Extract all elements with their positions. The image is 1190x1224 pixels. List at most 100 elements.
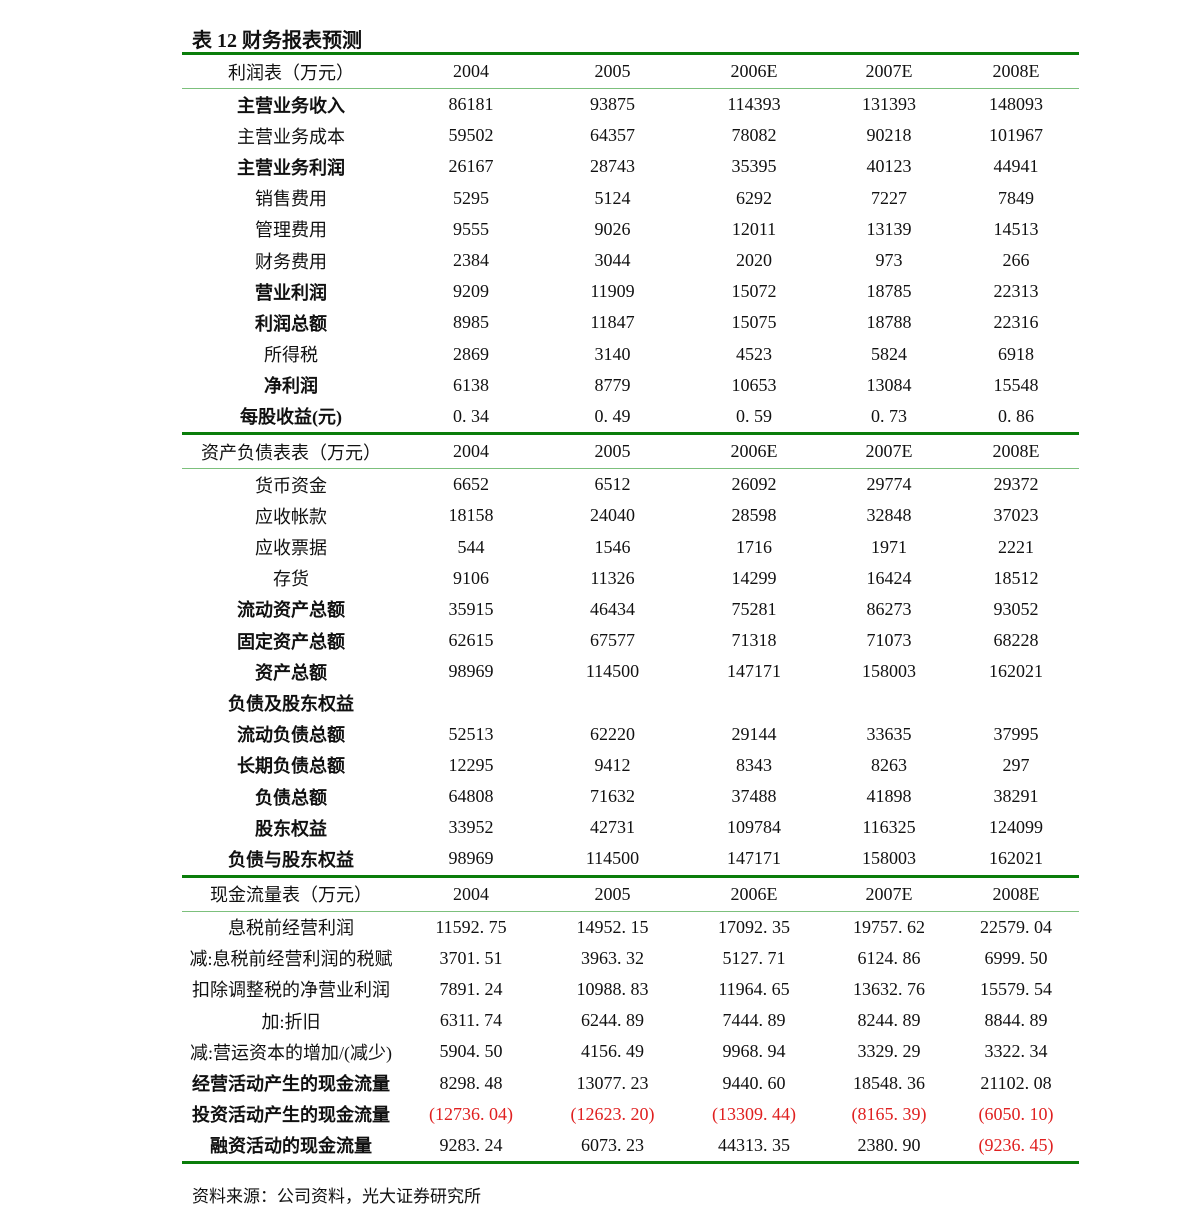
cell-value: 98969	[448, 661, 494, 682]
table-row: 股东权益 33952 42731 109784 116325 124099	[182, 812, 1079, 843]
row-label: 流动资产总额	[237, 600, 345, 621]
cell-value: 64357	[590, 125, 635, 146]
cell-value: 7227	[871, 187, 907, 208]
table-row: 负债及股东权益	[182, 687, 1079, 718]
cell-value: 8844. 89	[984, 1010, 1048, 1031]
cell-value: 12011	[731, 218, 777, 239]
column-header: 2008E	[992, 441, 1040, 462]
row-label: 融资活动的现金流量	[210, 1136, 372, 1157]
cell-value: 42731	[590, 817, 635, 838]
cell-value: 6138	[453, 374, 489, 395]
cell-value: 29774	[866, 474, 912, 495]
cell-value: 29372	[993, 474, 1039, 495]
row-label: 减:息税前经营利润的税赋	[189, 949, 393, 970]
cell-value: 2380. 90	[857, 1134, 921, 1155]
table-row: 应收帐款 18158 24040 28598 32848 37023	[182, 500, 1079, 531]
cell-value: 5127. 71	[722, 947, 786, 968]
row-label: 负债与股东权益	[228, 849, 354, 870]
cell-value: 11592. 75	[435, 916, 507, 937]
row-label: 财务费用	[255, 251, 327, 272]
cell-value: 37488	[731, 786, 777, 807]
cell-value: 78082	[731, 125, 777, 146]
cell-value: 8263	[871, 754, 907, 775]
cell-value: 2869	[453, 343, 489, 364]
row-label: 应收票据	[255, 538, 327, 559]
row-label: 销售费用	[255, 189, 327, 210]
cell-value: 6073. 23	[581, 1134, 644, 1155]
cell-value: 59502	[448, 125, 494, 146]
cell-value: 162021	[989, 661, 1043, 682]
table-row: 减:息税前经营利润的税赋 3701. 51 3963. 32 5127. 71 6124…	[182, 943, 1079, 974]
cell-value: 18512	[993, 567, 1039, 588]
column-header: 2006E	[730, 441, 778, 462]
row-label: 营业利润	[255, 282, 327, 303]
cell-value: 147171	[727, 848, 781, 869]
cell-value: 1716	[736, 536, 772, 557]
table-row: 负债总额 64808 71632 37488 41898 38291	[182, 781, 1079, 812]
column-header: 2004	[453, 441, 489, 462]
cell-value: 3140	[594, 343, 631, 364]
section-header-row: 现金流量表（万元） 2004 2005 2006E 2007E 2008E	[182, 874, 1079, 912]
cell-value: 93875	[590, 94, 635, 115]
cell-value: 162021	[989, 848, 1043, 869]
cell-value: 13084	[866, 374, 912, 395]
column-header: 2007E	[865, 883, 913, 904]
column-header: 2008E	[992, 61, 1040, 81]
row-label: 长期负债总额	[237, 756, 345, 777]
cell-value: (6050. 10)	[978, 1103, 1054, 1124]
cell-value: 15579. 54	[980, 978, 1052, 999]
table-title: 表 12 财务报表预测	[192, 30, 362, 52]
cell-value: 40123	[866, 156, 912, 177]
table-row: 资产总额 98969 114500 147171 158003 162021	[182, 656, 1079, 687]
cell-value: 93052	[993, 598, 1039, 619]
section-header-row: 资产负债表表（万元） 2004 2005 2006E 2007E 2008E	[182, 432, 1079, 470]
section-title: 资产负债表表（万元）	[201, 442, 381, 463]
column-header: 2007E	[865, 61, 913, 81]
table-row: 主营业务成本 59502 64357 78082 90218 101967	[182, 120, 1079, 151]
cell-value: 544	[457, 536, 485, 557]
cell-value: 41898	[866, 786, 912, 807]
column-header: 2007E	[865, 441, 913, 462]
cell-value: 5904. 50	[439, 1041, 503, 1062]
cell-value: 15075	[731, 312, 777, 333]
cell-value: 3044	[594, 250, 631, 271]
cell-value: 6512	[594, 474, 631, 495]
cell-value: 18548. 36	[853, 1072, 925, 1093]
table-row: 每股收益(元) 0. 34 0. 49 0. 59 0. 73 0. 86	[182, 401, 1079, 432]
cell-value: 62220	[590, 723, 635, 744]
cell-value: 86273	[866, 598, 912, 619]
cell-value: 28743	[590, 156, 635, 177]
cell-value: 2221	[998, 536, 1034, 557]
cell-value: 7849	[998, 187, 1034, 208]
cell-value: 114500	[585, 661, 640, 682]
cell-value: 6244. 89	[581, 1010, 644, 1031]
table-row: 存货 9106 11326 14299 16424 18512	[182, 563, 1079, 594]
cell-value: 22313	[993, 281, 1039, 302]
row-label: 股东权益	[255, 818, 327, 839]
table-row: 主营业务利润 26167 28743 35395 40123 44941	[182, 151, 1079, 182]
table-row: 销售费用 5295 5124 6292 7227 7849	[182, 183, 1079, 214]
cell-value: 35395	[731, 156, 777, 177]
cell-value: 158003	[862, 661, 916, 682]
table-row: 流动负债总额 52513 62220 29144 33635 37995	[182, 719, 1079, 750]
cell-value: 6311. 74	[439, 1010, 503, 1031]
cell-value: 101967	[989, 125, 1043, 146]
cell-value: 10988. 83	[576, 978, 649, 999]
cell-value: 28598	[731, 505, 777, 526]
cell-value: 9968. 94	[722, 1041, 786, 1062]
table-row: 融资活动的现金流量 9283. 24 6073. 23 44313. 35 2380. …	[182, 1130, 1079, 1161]
cell-value: 9440. 60	[722, 1072, 786, 1093]
cell-value: 18788	[866, 312, 912, 333]
row-label: 减:营运资本的增加/(减少)	[190, 1042, 392, 1063]
row-label: 负债及股东权益	[228, 693, 354, 714]
cell-value: 9209	[453, 281, 489, 302]
cell-value: 5295	[453, 187, 489, 208]
column-header: 2006E	[730, 883, 778, 904]
table-row: 息税前经营利润 11592. 75 14952. 15 17092. 35 19757.…	[182, 912, 1079, 943]
cell-value: 33952	[448, 817, 494, 838]
cell-value: 8985	[453, 312, 489, 333]
table-row: 货币资金 6652 6512 26092 29774 29372	[182, 469, 1079, 500]
cell-value: (13309. 44)	[712, 1103, 796, 1124]
cell-value: 46434	[590, 598, 635, 619]
table-row: 管理费用 9555 9026 12011 13139 14513	[182, 214, 1079, 245]
